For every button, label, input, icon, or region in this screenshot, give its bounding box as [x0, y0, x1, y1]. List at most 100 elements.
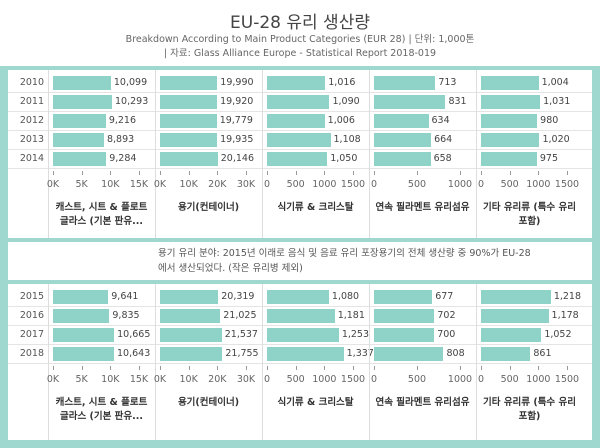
- year-label: 2012: [19, 115, 44, 126]
- bar: [267, 309, 335, 323]
- tick-mark: [53, 366, 54, 370]
- bar: [160, 133, 218, 147]
- bar: [160, 114, 217, 128]
- bar: [374, 133, 432, 147]
- year-label: 2010: [19, 77, 44, 88]
- row-line: [8, 168, 592, 169]
- x-tick-label: 15K: [129, 374, 149, 385]
- year-label: 2013: [19, 134, 44, 145]
- year-label: 2017: [19, 329, 44, 340]
- x-tick-label: 10K: [179, 374, 198, 385]
- bar: [267, 290, 329, 304]
- column-separator: [48, 284, 49, 440]
- bar: [267, 76, 326, 90]
- column-separator: [476, 70, 477, 238]
- tick-mark: [538, 366, 540, 370]
- tick-mark: [217, 366, 219, 370]
- value-label: 1,031: [543, 96, 571, 107]
- column-separator: [155, 284, 156, 440]
- tick-mark: [353, 171, 354, 175]
- column-label: 기타 유리류 (특수 유리 포함): [483, 397, 576, 422]
- bar: [53, 95, 112, 109]
- column-label: 연속 필라멘트 유리섬유: [375, 202, 470, 213]
- bar: [267, 152, 328, 166]
- bar: [374, 309, 435, 323]
- bar: [374, 347, 444, 361]
- value-label: 1,016: [328, 77, 356, 88]
- row-line: [8, 363, 592, 364]
- x-tick-label: 0K: [153, 374, 167, 385]
- x-tick-label: 1000: [312, 179, 337, 190]
- year-label: 2016: [19, 310, 44, 321]
- bar: [267, 95, 330, 109]
- column-label: 기타 유리류 (특수 유리 포함): [483, 202, 576, 227]
- value-label: 10,293: [115, 96, 149, 107]
- tick-mark: [353, 366, 354, 370]
- tick-mark: [374, 366, 375, 370]
- value-label: 861: [533, 348, 552, 359]
- x-tick-label: 0: [263, 179, 271, 190]
- bar: [53, 309, 110, 323]
- row-line: [8, 306, 592, 307]
- column-label: 식기류 & 크리스탈: [277, 397, 354, 408]
- column-separator: [476, 284, 477, 440]
- x-tick-label: 5K: [75, 374, 88, 385]
- value-label: 975: [539, 153, 559, 164]
- tick-mark: [81, 171, 83, 175]
- row-line: [8, 130, 592, 131]
- value-label: 1,080: [331, 291, 360, 302]
- x-tick-label: 500: [500, 179, 519, 190]
- value-label: 19,990: [220, 77, 254, 88]
- value-label: 664: [434, 134, 453, 145]
- bar: [53, 76, 111, 90]
- bar: [481, 309, 549, 323]
- column-separator: [369, 70, 370, 238]
- x-tick-label: 0K: [153, 179, 167, 190]
- tick-mark: [417, 366, 418, 370]
- row-line: [8, 92, 592, 93]
- tick-mark: [188, 171, 190, 175]
- bar: [481, 347, 531, 361]
- value-label: 10,099: [113, 77, 148, 88]
- value-label: 21,755: [225, 348, 259, 359]
- bar: [481, 76, 539, 90]
- bar: [481, 95, 541, 109]
- bar: [267, 114, 325, 128]
- x-tick-label: 1000: [312, 374, 337, 385]
- value-label: 1,050: [330, 153, 358, 164]
- tick-mark: [188, 366, 190, 370]
- title: EU-28 유리 생산량: [230, 13, 370, 33]
- value-label: 9,284: [109, 153, 137, 164]
- value-label: 677: [435, 291, 454, 302]
- bar: [374, 95, 446, 109]
- x-tick-label: 0: [263, 374, 271, 385]
- tick-mark: [295, 366, 297, 370]
- value-label: 1,004: [541, 77, 569, 88]
- value-label: 10,665: [117, 329, 151, 340]
- bar: [267, 328, 339, 342]
- x-tick-label: 10K: [101, 179, 120, 190]
- year-label: 2014: [19, 153, 44, 164]
- value-label: 1,020: [542, 134, 570, 145]
- value-label: 1,181: [337, 310, 365, 321]
- x-tick-label: 10K: [101, 374, 120, 385]
- tick-mark: [538, 171, 540, 175]
- x-tick-label: 20K: [208, 374, 227, 385]
- value-label: 21,025: [223, 310, 257, 321]
- bar: [160, 347, 223, 361]
- bar: [53, 133, 104, 147]
- tick-mark: [481, 366, 482, 370]
- bar: [374, 152, 431, 166]
- x-tick-label: 10K: [179, 179, 198, 190]
- value-label: 20,319: [221, 291, 255, 302]
- column-label: 용기(컨테이너): [177, 397, 240, 408]
- x-tick-label: 0: [477, 179, 485, 190]
- panel: 2010 2011 2012 2013 2014 10,099 10,293 9,216 8,8…: [8, 70, 592, 238]
- value-label: 10,643: [117, 348, 151, 359]
- x-tick-label: 30K: [236, 179, 256, 190]
- x-tick-label: 0: [477, 374, 485, 385]
- header: EU-28 유리 생산량 Breakdown According to Main…: [0, 0, 600, 66]
- bar: [267, 347, 344, 361]
- tick-mark: [509, 366, 511, 370]
